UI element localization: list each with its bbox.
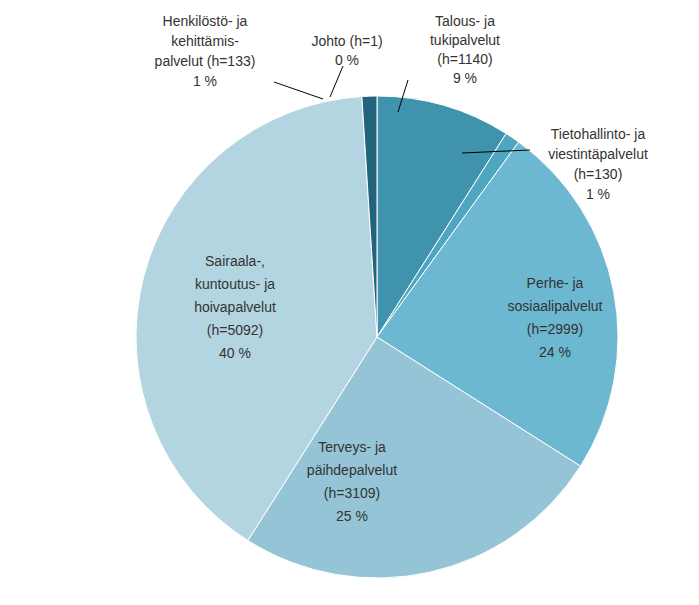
svg-text:viestintäpalvelut: viestintäpalvelut bbox=[548, 146, 648, 162]
svg-text:9 %: 9 % bbox=[453, 70, 477, 86]
svg-text:palvelut (h=133): palvelut (h=133) bbox=[155, 53, 256, 69]
svg-text:25 %: 25 % bbox=[336, 508, 368, 524]
svg-text:hoivapalvelut: hoivapalvelut bbox=[194, 299, 276, 315]
svg-text:Tietohallinto- ja: Tietohallinto- ja bbox=[551, 126, 646, 142]
svg-text:tukipalvelut: tukipalvelut bbox=[430, 32, 500, 48]
svg-text:Sairaala-,: Sairaala-, bbox=[205, 253, 265, 269]
svg-text:Perhe- ja: Perhe- ja bbox=[527, 275, 584, 291]
svg-text:1 %: 1 % bbox=[193, 73, 217, 89]
svg-text:Henkilöstö- ja: Henkilöstö- ja bbox=[163, 13, 248, 29]
svg-text:Talous- ja: Talous- ja bbox=[435, 13, 495, 29]
svg-text:kehittämis-: kehittämis- bbox=[171, 33, 239, 49]
svg-text:24 %: 24 % bbox=[539, 344, 571, 360]
svg-text:1 %: 1 % bbox=[586, 186, 610, 202]
svg-text:(h=3109): (h=3109) bbox=[324, 485, 380, 501]
svg-text:kuntoutus- ja: kuntoutus- ja bbox=[195, 276, 275, 292]
svg-text:sosiaalipalvelut: sosiaalipalvelut bbox=[508, 298, 603, 314]
svg-text:40 %: 40 % bbox=[219, 345, 251, 361]
svg-text:(h=1140): (h=1140) bbox=[437, 51, 492, 67]
svg-text:Terveys- ja: Terveys- ja bbox=[318, 439, 386, 455]
svg-text:Johto (h=1): Johto (h=1) bbox=[311, 33, 382, 49]
svg-text:(h=5092): (h=5092) bbox=[207, 322, 263, 338]
svg-text:(h=2999): (h=2999) bbox=[527, 321, 583, 337]
svg-text:0 %: 0 % bbox=[335, 52, 359, 68]
svg-text:(h=130): (h=130) bbox=[574, 166, 623, 182]
svg-text:päihdepalvelut: päihdepalvelut bbox=[307, 462, 397, 478]
